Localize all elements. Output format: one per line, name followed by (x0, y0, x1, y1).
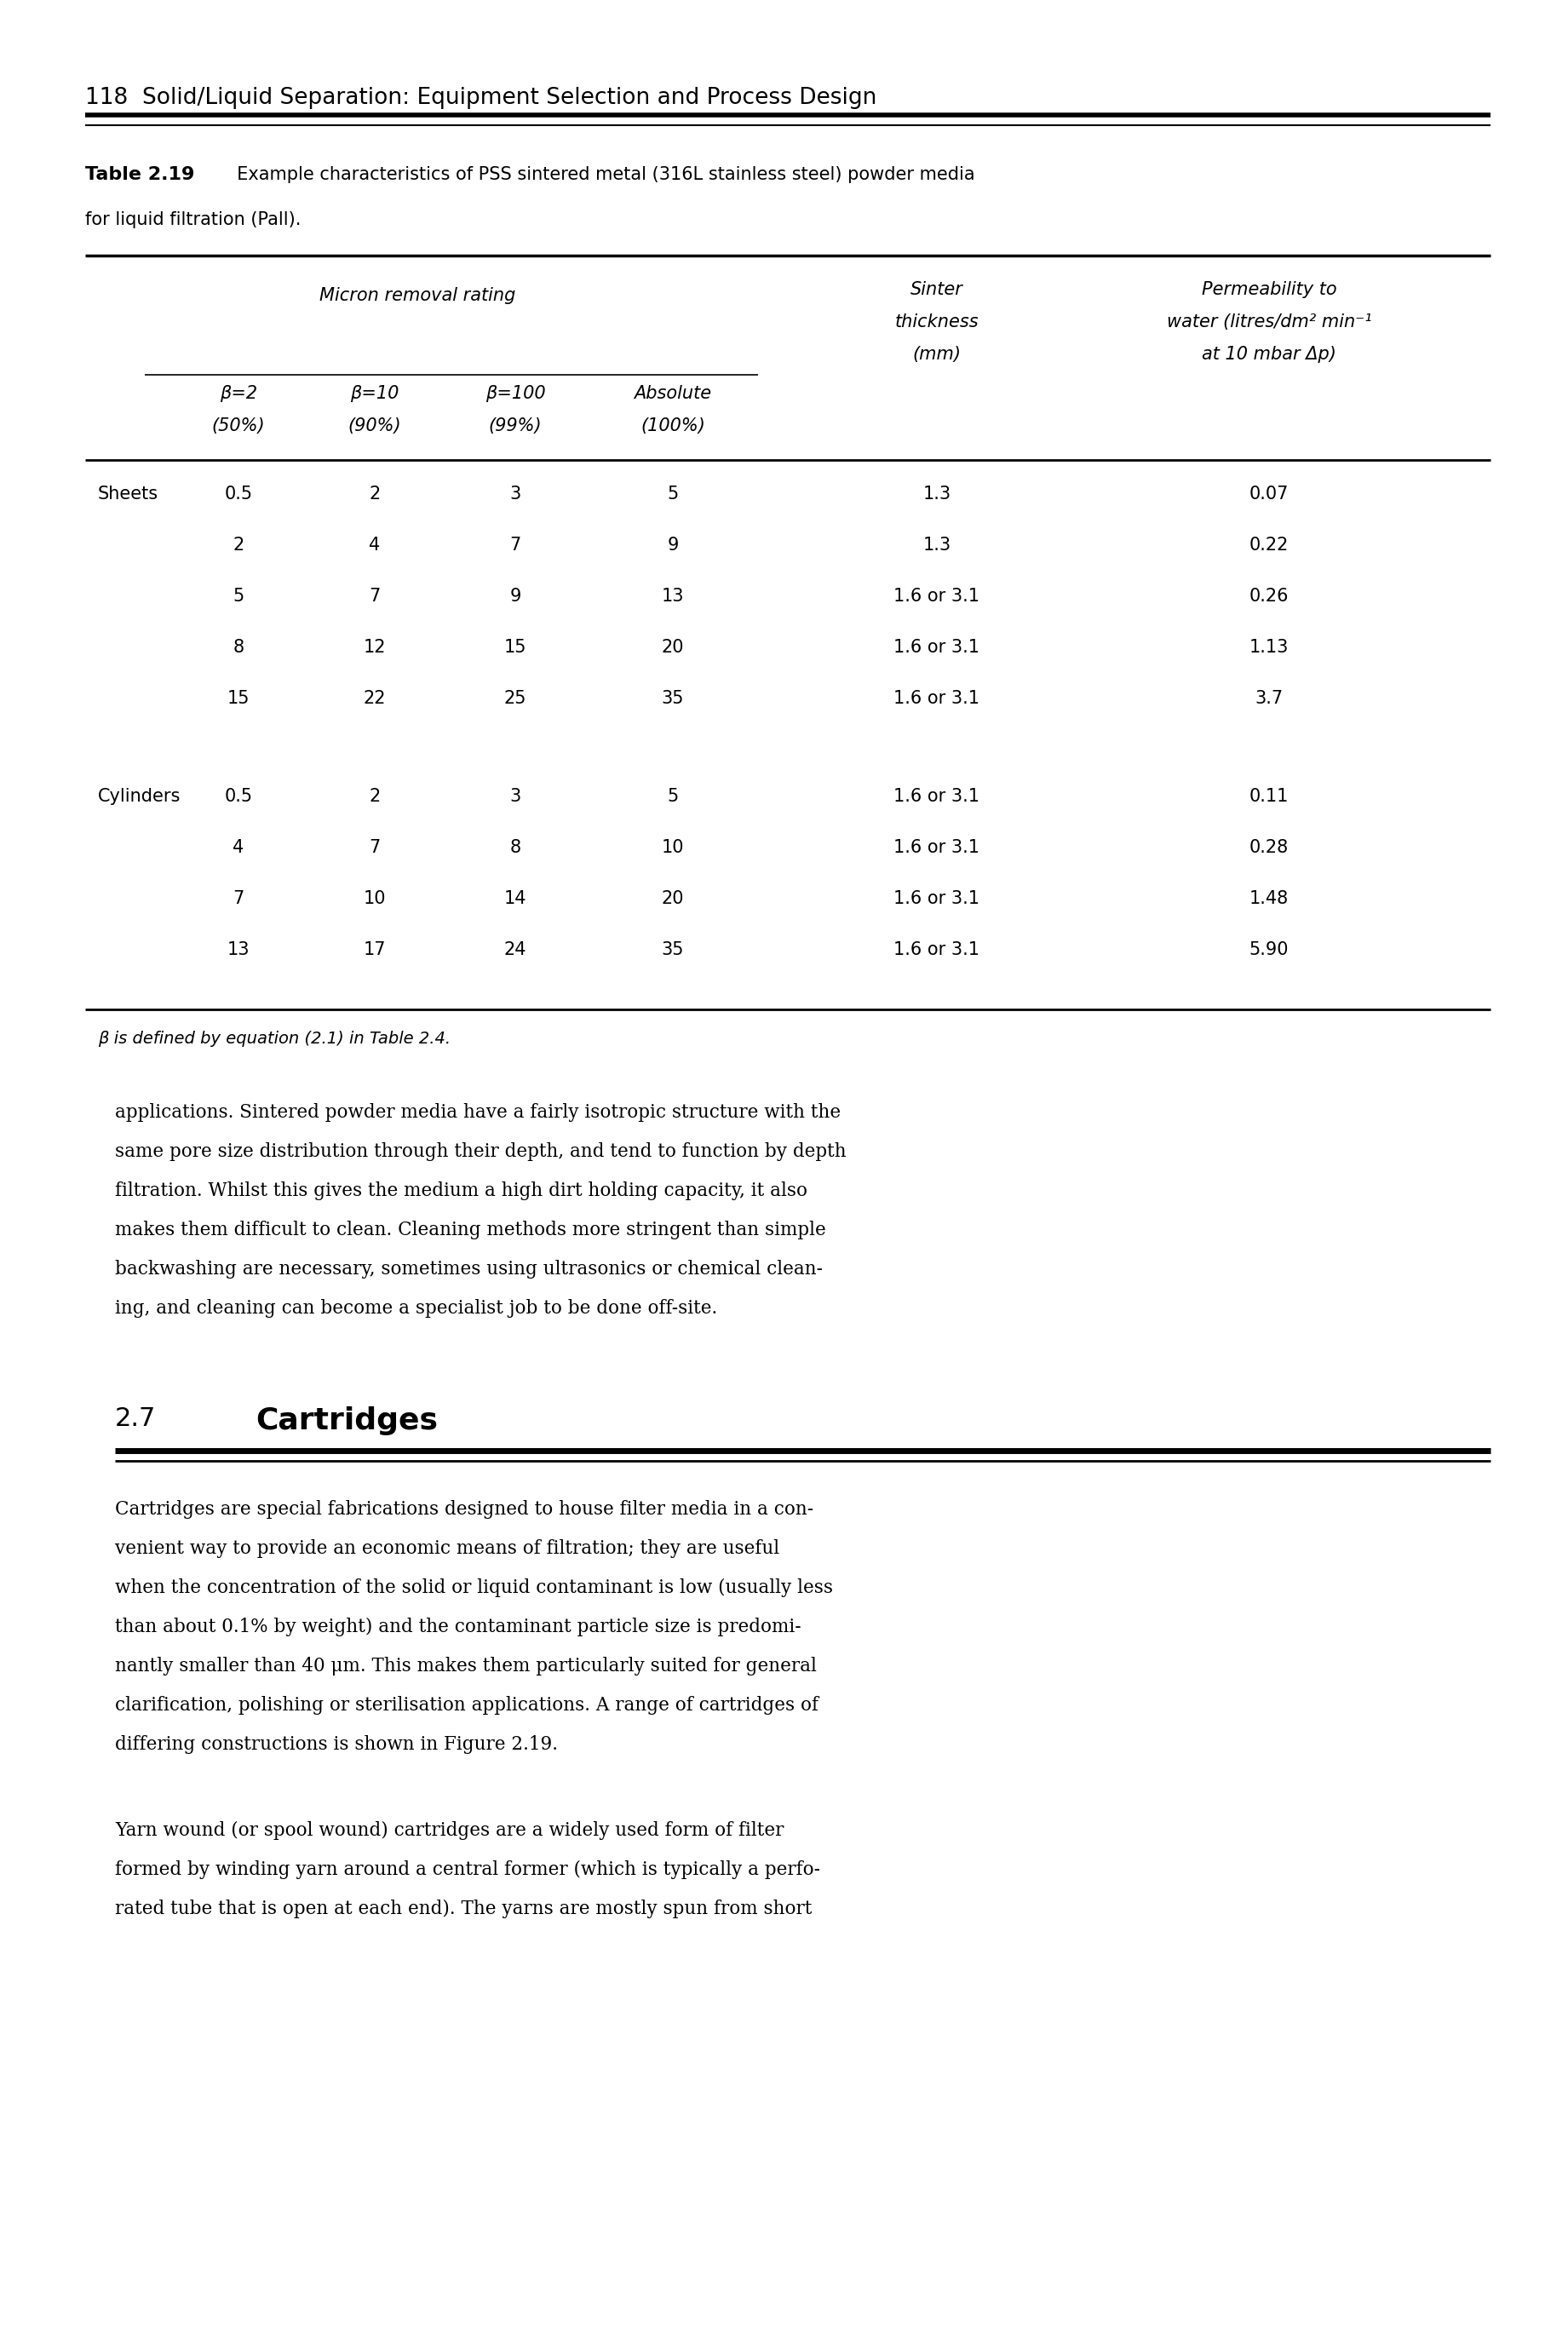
Text: 2.7: 2.7 (114, 1406, 157, 1432)
Text: 7: 7 (232, 891, 245, 907)
Text: 0.28: 0.28 (1250, 839, 1289, 856)
Text: 5: 5 (232, 588, 245, 604)
Text: for liquid filtration (Pall).: for liquid filtration (Pall). (85, 212, 301, 228)
Text: Permeability to: Permeability to (1201, 282, 1336, 299)
Text: than about 0.1% by weight) and the contaminant particle size is predomi-: than about 0.1% by weight) and the conta… (114, 1617, 801, 1636)
Text: formed by winding yarn around a central former (which is typically a perfo-: formed by winding yarn around a central … (114, 1860, 820, 1878)
Text: thickness: thickness (895, 313, 978, 331)
Text: when the concentration of the solid or liquid contaminant is low (usually less: when the concentration of the solid or l… (114, 1578, 833, 1596)
Text: 22: 22 (364, 689, 386, 708)
Text: 14: 14 (503, 891, 527, 907)
Text: Table 2.19: Table 2.19 (85, 167, 194, 183)
Text: 1.3: 1.3 (924, 536, 950, 555)
Text: applications. Sintered powder media have a fairly isotropic structure with the: applications. Sintered powder media have… (114, 1103, 840, 1121)
Text: filtration. Whilst this gives the medium a high dirt holding capacity, it also: filtration. Whilst this gives the medium… (114, 1183, 808, 1201)
Text: 1.6 or 3.1: 1.6 or 3.1 (894, 788, 980, 804)
Text: Sinter: Sinter (911, 282, 963, 299)
Text: 0.22: 0.22 (1250, 536, 1289, 555)
Text: 2: 2 (368, 487, 381, 503)
Text: 3: 3 (510, 487, 521, 503)
Text: 25: 25 (503, 689, 527, 708)
Text: 0.5: 0.5 (224, 487, 252, 503)
Text: 35: 35 (662, 689, 684, 708)
Text: (mm): (mm) (913, 346, 961, 362)
Text: 20: 20 (662, 891, 684, 907)
Text: Micron removal rating: Micron removal rating (320, 287, 516, 303)
Text: 0.5: 0.5 (224, 788, 252, 804)
Text: 5: 5 (668, 788, 679, 804)
Text: 7: 7 (368, 588, 381, 604)
Text: 9: 9 (510, 588, 521, 604)
Text: 1.3: 1.3 (924, 487, 950, 503)
Text: 17: 17 (364, 940, 386, 959)
Text: Sheets: Sheets (97, 487, 158, 503)
Text: (99%): (99%) (489, 418, 543, 435)
Text: same pore size distribution through their depth, and tend to function by depth: same pore size distribution through thei… (114, 1143, 847, 1161)
Text: Example characteristics of PSS sintered metal (316L stainless steel) powder medi: Example characteristics of PSS sintered … (226, 167, 975, 183)
Text: 1.6 or 3.1: 1.6 or 3.1 (894, 689, 980, 708)
Text: 15: 15 (227, 689, 249, 708)
Text: 3.7: 3.7 (1254, 689, 1283, 708)
Text: 0.11: 0.11 (1250, 788, 1289, 804)
Text: 10: 10 (364, 891, 386, 907)
Text: 8: 8 (510, 839, 521, 856)
Text: 118  Solid/Liquid Separation: Equipment Selection and Process Design: 118 Solid/Liquid Separation: Equipment S… (85, 87, 877, 108)
Text: (90%): (90%) (348, 418, 401, 435)
Text: 20: 20 (662, 639, 684, 656)
Text: 5.90: 5.90 (1250, 940, 1289, 959)
Text: nantly smaller than 40 μm. This makes them particularly suited for general: nantly smaller than 40 μm. This makes th… (114, 1657, 817, 1676)
Text: backwashing are necessary, sometimes using ultrasonics or chemical clean-: backwashing are necessary, sometimes usi… (114, 1260, 823, 1279)
Text: venient way to provide an economic means of filtration; they are useful: venient way to provide an economic means… (114, 1540, 779, 1559)
Text: β=100: β=100 (485, 386, 546, 402)
Text: β=10: β=10 (350, 386, 400, 402)
Text: 1.6 or 3.1: 1.6 or 3.1 (894, 891, 980, 907)
Text: water (litres/dm² min⁻¹: water (litres/dm² min⁻¹ (1167, 313, 1372, 331)
Text: Absolute: Absolute (633, 386, 712, 402)
Text: Cartridges are special fabrications designed to house filter media in a con-: Cartridges are special fabrications desi… (114, 1500, 814, 1519)
Text: 8: 8 (234, 639, 245, 656)
Text: 7: 7 (510, 536, 521, 555)
Text: 3: 3 (510, 788, 521, 804)
Text: 1.6 or 3.1: 1.6 or 3.1 (894, 639, 980, 656)
Text: 1.6 or 3.1: 1.6 or 3.1 (894, 940, 980, 959)
Text: differing constructions is shown in Figure 2.19.: differing constructions is shown in Figu… (114, 1735, 558, 1754)
Text: β is defined by equation (2.1) in Table 2.4.: β is defined by equation (2.1) in Table … (97, 1030, 450, 1046)
Text: 10: 10 (662, 839, 684, 856)
Text: 2: 2 (368, 788, 381, 804)
Text: (100%): (100%) (641, 418, 706, 435)
Text: 1.13: 1.13 (1250, 639, 1289, 656)
Text: 5: 5 (668, 487, 679, 503)
Text: 13: 13 (227, 940, 249, 959)
Text: 1.6 or 3.1: 1.6 or 3.1 (894, 588, 980, 604)
Text: 4: 4 (368, 536, 381, 555)
Text: 9: 9 (666, 536, 679, 555)
Text: rated tube that is open at each end). The yarns are mostly spun from short: rated tube that is open at each end). Th… (114, 1900, 812, 1918)
Text: 0.26: 0.26 (1250, 588, 1289, 604)
Text: 15: 15 (503, 639, 527, 656)
Text: Cartridges: Cartridges (256, 1406, 437, 1436)
Text: 35: 35 (662, 940, 684, 959)
Text: β=2: β=2 (220, 386, 257, 402)
Text: 0.07: 0.07 (1250, 487, 1289, 503)
Text: makes them difficult to clean. Cleaning methods more stringent than simple: makes them difficult to clean. Cleaning … (114, 1220, 826, 1239)
Text: 1.48: 1.48 (1250, 891, 1289, 907)
Text: clarification, polishing or sterilisation applications. A range of cartridges of: clarification, polishing or sterilisatio… (114, 1695, 818, 1714)
Text: 2: 2 (232, 536, 245, 555)
Text: 24: 24 (503, 940, 527, 959)
Text: at 10 mbar Δp): at 10 mbar Δp) (1201, 346, 1336, 362)
Text: Yarn wound (or spool wound) cartridges are a widely used form of filter: Yarn wound (or spool wound) cartridges a… (114, 1822, 784, 1841)
Text: (50%): (50%) (212, 418, 265, 435)
Text: 1.6 or 3.1: 1.6 or 3.1 (894, 839, 980, 856)
Text: ing, and cleaning can become a specialist job to be done off-site.: ing, and cleaning can become a specialis… (114, 1300, 717, 1319)
Text: 4: 4 (232, 839, 245, 856)
Text: Cylinders: Cylinders (97, 788, 180, 804)
Text: 13: 13 (662, 588, 684, 604)
Text: 7: 7 (368, 839, 381, 856)
Text: 12: 12 (364, 639, 386, 656)
